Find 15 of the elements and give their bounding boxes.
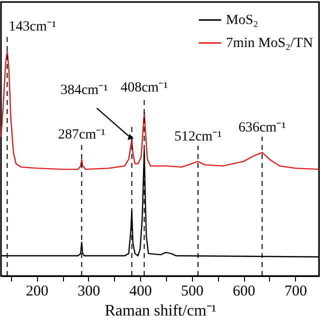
legend-label: 7min MoS₂/TN bbox=[226, 36, 313, 51]
x-tick-label: 400 bbox=[129, 284, 152, 300]
legend-label: MoS₂ bbox=[226, 13, 258, 28]
x-tick-label: 200 bbox=[26, 284, 48, 300]
x-tick-label: 300 bbox=[78, 284, 100, 300]
x-tick-label: 700 bbox=[284, 284, 307, 300]
annotation: 512cm⁻¹ bbox=[174, 129, 222, 144]
annotation: 408cm⁻¹ bbox=[120, 80, 168, 96]
x-tick-label: 600 bbox=[232, 284, 256, 300]
annotation: 636cm⁻¹ bbox=[238, 120, 286, 136]
annotation: 143cm⁻¹ bbox=[8, 19, 56, 34]
annotation: 384cm⁻¹ bbox=[60, 83, 108, 98]
x-tick-label: 500 bbox=[181, 284, 204, 300]
annotation: 287cm⁻¹ bbox=[58, 128, 106, 143]
x-axis-title: Raman shift/cm⁻¹ bbox=[104, 302, 216, 320]
